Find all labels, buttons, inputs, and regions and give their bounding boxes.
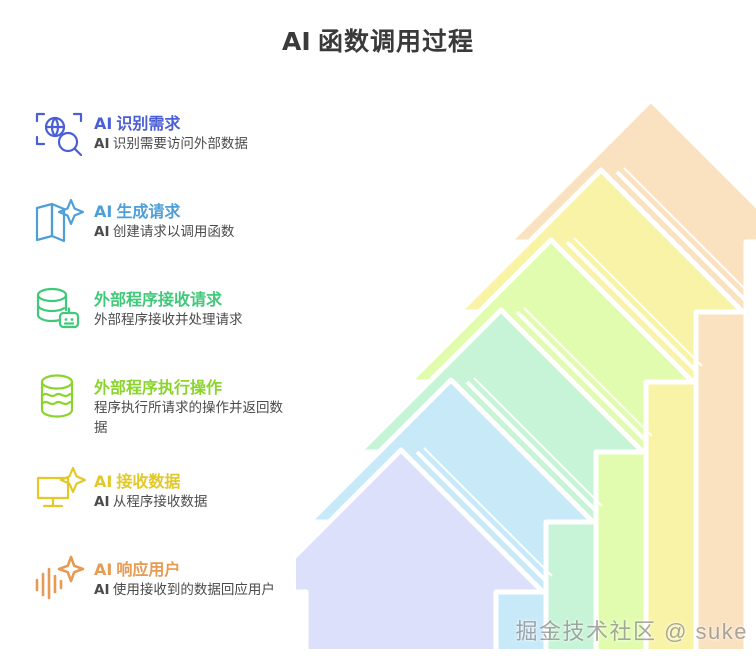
step-title-text-4: 外部程序执行操作	[94, 380, 223, 397]
step-desc-text-3: 外部程序接收并处理请求	[94, 312, 243, 327]
step-title-text-3: 外部程序接收请求	[94, 292, 223, 309]
monitor-sparkle-icon	[30, 462, 88, 520]
step-title-5: AI 接收数据	[94, 468, 180, 492]
book-sparkle-icon	[30, 192, 88, 250]
step-title-ai-1: AI	[94, 114, 113, 133]
step-item-6: AI 响应用户 AI 使用接收到的数据回应用户	[22, 546, 294, 630]
step-desc-1: AI 识别需要访问外部数据	[94, 134, 290, 154]
step-desc-4: 程序执行所请求的操作并返回数据	[94, 398, 290, 437]
step-title-text-5: 接收数据	[112, 474, 181, 491]
step-item-2: AI 生成请求 AI 创建请求以调用函数	[22, 188, 294, 272]
page-title: AI 函数调用过程	[0, 22, 756, 58]
step-title-ai-5: AI	[94, 472, 113, 491]
step-desc-text-2: 创建请求以调用函数	[109, 224, 235, 239]
step-title-1: AI 识别需求	[94, 110, 180, 134]
step-desc-ai-6: AI	[94, 582, 110, 598]
watermark: 掘金技术社区 @ suke	[515, 619, 748, 644]
step-desc-5: AI 从程序接收数据	[94, 492, 290, 512]
step-desc-3: 外部程序接收并处理请求	[94, 310, 290, 330]
title-ai-mark: AI	[282, 27, 311, 56]
step-title-text-6: 响应用户	[112, 562, 181, 579]
step-item-1: AI 识别需求 AI 识别需要访问外部数据	[22, 100, 294, 184]
step-desc-ai-5: AI	[94, 494, 110, 510]
database-robot-icon	[30, 280, 88, 338]
step-item-5: AI 接收数据 AI 从程序接收数据	[22, 458, 294, 542]
step-desc-6: AI 使用接收到的数据回应用户	[94, 580, 290, 600]
step-title-text-2: 生成请求	[112, 204, 181, 221]
database-waves-icon	[30, 368, 88, 426]
step-title-6: AI 响应用户	[94, 556, 180, 580]
step-desc-text-5: 从程序接收数据	[109, 494, 208, 509]
nested-upward-arrows-graphic	[296, 72, 756, 656]
arrow-step-1	[296, 447, 553, 656]
step-desc-ai-1: AI	[94, 136, 110, 152]
bottom-white-bar	[0, 649, 756, 656]
step-desc-text-4: 程序执行所请求的操作并返回数据	[94, 400, 283, 436]
soundwave-sparkle-icon	[30, 550, 88, 608]
scan-search-globe-icon	[30, 104, 88, 162]
step-desc-ai-2: AI	[94, 224, 110, 240]
step-desc-2: AI 创建请求以调用函数	[94, 222, 290, 242]
step-title-4: 外部程序执行操作	[94, 374, 222, 398]
step-item-4: 外部程序执行操作 程序执行所请求的操作并返回数据	[22, 364, 294, 448]
title-text: 函数调用过程	[310, 29, 474, 56]
step-desc-text-1: 识别需要访问外部数据	[109, 136, 248, 151]
step-title-3: 外部程序接收请求	[94, 286, 222, 310]
step-title-ai-6: AI	[94, 560, 113, 579]
step-item-3: 外部程序接收请求 外部程序接收并处理请求	[22, 276, 294, 360]
step-title-text-1: 识别需求	[112, 116, 181, 133]
step-title-ai-2: AI	[94, 202, 113, 221]
step-title-2: AI 生成请求	[94, 198, 180, 222]
step-desc-text-6: 使用接收到的数据回应用户	[109, 582, 275, 597]
arrows-svg	[296, 97, 756, 656]
